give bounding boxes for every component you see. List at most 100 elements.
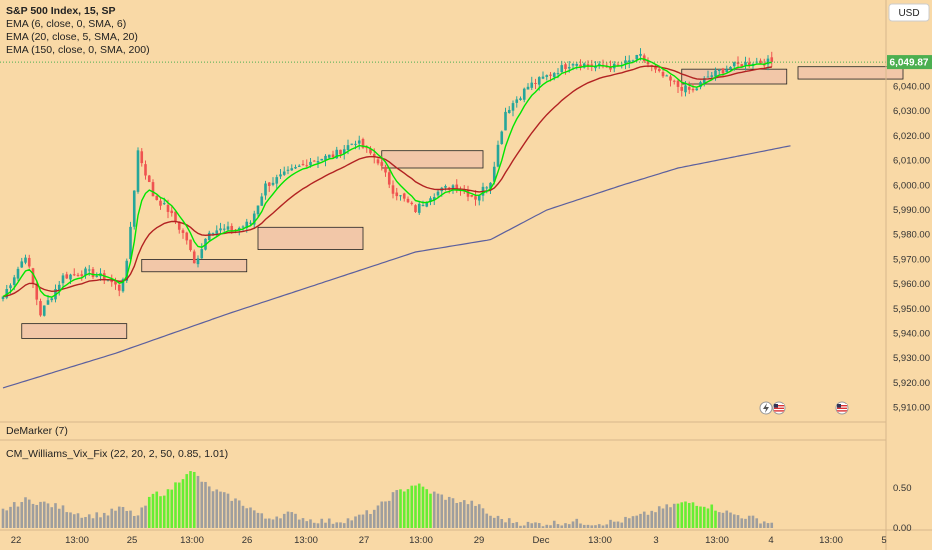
vix-bar (357, 514, 361, 528)
vix-bar (129, 510, 132, 528)
vix-bar (492, 517, 496, 528)
ema6-legend[interactable]: EMA (6, close, 0, SMA, 6) (6, 18, 126, 30)
candle-body (185, 232, 189, 241)
ema150-legend[interactable]: EMA (150, close, 0, SMA, 200) (6, 44, 150, 56)
vix-bar (732, 514, 736, 528)
vix-bar (31, 503, 35, 528)
candle-body (669, 76, 672, 81)
vix-bar (46, 503, 50, 528)
flash-icon[interactable] (759, 401, 773, 415)
price-tick-label: 5,950.00 (893, 304, 930, 315)
us-flag-icon[interactable] (772, 401, 786, 415)
vix-bar (166, 489, 170, 528)
vix-bar (582, 524, 586, 528)
candle-body (631, 60, 635, 62)
candle-body (189, 239, 192, 251)
vix-bar (669, 507, 672, 528)
vix-bar (249, 507, 252, 528)
ema20-legend[interactable]: EMA (20, close, 5, SMA, 20) (6, 31, 138, 43)
candle-body (639, 53, 642, 56)
vix-bar (99, 517, 102, 528)
vix-tick-label: 0.00 (893, 523, 912, 534)
vix-bar (256, 512, 260, 528)
vix-bar (69, 512, 72, 528)
candle-body (222, 228, 226, 230)
vix-bar (466, 504, 470, 528)
candle-body (5, 289, 9, 298)
candle-body (354, 143, 357, 145)
candle-body (766, 58, 770, 65)
candle-body (545, 75, 549, 77)
vix-tick-label: 0.50 (893, 483, 912, 494)
candle-body (594, 66, 597, 69)
zone-box (381, 150, 484, 169)
candle-body (24, 257, 27, 263)
zone-box (257, 226, 364, 250)
vix-fix-legend[interactable]: CM_Williams_Vix_Fix (22, 20, 2, 50, 0.85… (6, 448, 228, 460)
candle-body (402, 193, 406, 199)
currency-button[interactable]: USD (888, 3, 930, 22)
vix-bar (515, 522, 519, 528)
vix-bar (91, 518, 95, 528)
us-flag-icon[interactable] (835, 401, 849, 415)
vix-bar (27, 499, 31, 528)
candle-body (282, 171, 286, 175)
time-tick-label: Dec (533, 535, 550, 546)
candle-body (537, 77, 541, 85)
vix-bar (267, 518, 271, 528)
vix-bar (429, 493, 432, 528)
candle-body (579, 64, 582, 67)
candle-body (729, 66, 732, 69)
candle-body (129, 226, 132, 259)
time-tick-label: 22 (11, 535, 22, 546)
candle-body (740, 64, 744, 67)
zone-box (681, 68, 788, 85)
vix-bar (500, 518, 504, 528)
candle-body (676, 80, 680, 87)
time-tick-label: 13:00 (294, 535, 318, 546)
vix-bar (342, 523, 346, 528)
vix-bar (646, 514, 650, 528)
vix-bar (575, 518, 579, 528)
last-price-badge: 6,049.87 (887, 55, 932, 70)
candle-body (372, 154, 376, 158)
candle-body (31, 268, 35, 284)
vix-bar (241, 505, 245, 528)
vix-bar (744, 518, 747, 528)
vix-bar (519, 525, 522, 528)
vix-bar (211, 491, 215, 528)
candle-body (665, 75, 669, 77)
price-tick-label: 5,970.00 (893, 254, 930, 265)
candle-body (76, 274, 80, 276)
candle-body (511, 103, 515, 111)
vix-bar (222, 492, 226, 528)
vix-bar (387, 500, 391, 528)
candle-body (444, 186, 447, 188)
vix-bar (444, 499, 447, 528)
candle-body (252, 213, 256, 225)
vix-bar (252, 510, 256, 528)
vix-bar (234, 498, 237, 528)
price-pane[interactable] (0, 48, 904, 389)
vix-bar (552, 520, 556, 528)
price-axis[interactable]: 5,910.00 5,920.00 5,930.00 5,940.00 5,950.00… (893, 81, 930, 413)
demarker-legend[interactable]: DeMarker (7) (6, 425, 68, 437)
candle-body (286, 169, 290, 171)
vix-bar (185, 474, 189, 528)
candle-body (369, 148, 372, 154)
vix-bar (627, 518, 631, 528)
candle-body (342, 149, 346, 154)
candle-body (571, 64, 575, 66)
vix-axis[interactable]: 0.00 0.50 (893, 483, 912, 534)
candle-body (339, 149, 342, 155)
vix-bar (189, 471, 192, 528)
candle-body (541, 76, 545, 79)
vix-bar (72, 514, 76, 528)
vix-bar (219, 491, 222, 528)
vix-bar (346, 518, 350, 528)
vix-bar (80, 517, 84, 528)
vix-bar (192, 471, 196, 528)
vix-bar (204, 481, 207, 528)
time-axis[interactable]: 22 13:00 25 13:00 26 13:00 27 13:00 29 Dec 13:00 3 1… (11, 535, 887, 546)
candle-body (504, 111, 507, 131)
